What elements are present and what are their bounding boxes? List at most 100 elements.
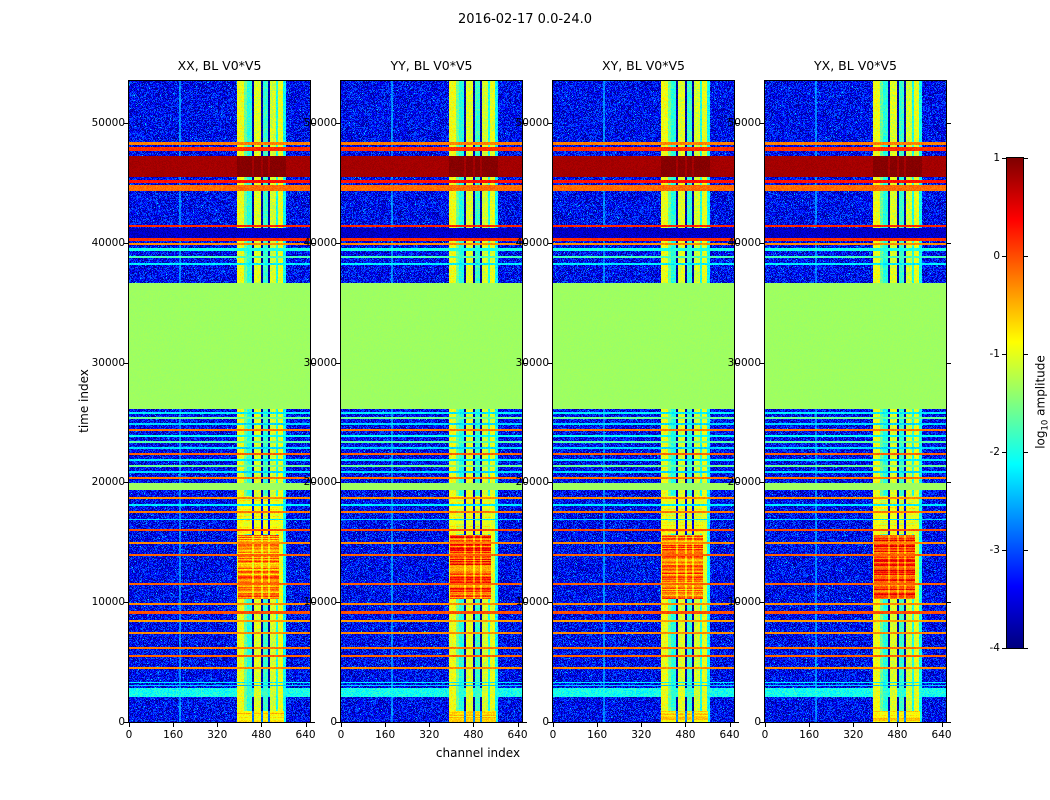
y-tick-mark	[523, 482, 527, 484]
y-tick-mark	[947, 482, 951, 484]
y-tick-mark	[124, 122, 128, 124]
heatmap-canvas-yy	[341, 81, 522, 722]
y-tick-mark	[124, 602, 128, 604]
colorbar-tick-mark	[1024, 158, 1028, 159]
y-tick-label: 50000	[515, 116, 549, 129]
colorbar-tick-mark	[1024, 452, 1028, 453]
x-tick-mark	[305, 723, 307, 727]
heatmap-panel-xx	[128, 80, 311, 723]
y-tick-mark	[336, 362, 340, 364]
y-tick-label: 30000	[303, 356, 337, 369]
y-tick-label: 0	[330, 716, 337, 728]
y-tick-mark	[311, 242, 315, 244]
y-tick-mark	[311, 722, 315, 723]
y-tick-mark	[311, 362, 315, 364]
y-tick-mark	[760, 602, 764, 604]
x-axis-label: channel index	[435, 746, 521, 760]
x-tick-label: 160	[587, 729, 608, 741]
x-tick-mark	[341, 723, 342, 727]
colorbar-label-subscript: 10	[1040, 419, 1050, 431]
colorbar-gradient	[1007, 158, 1023, 648]
colorbar-label-prefix: log	[1033, 430, 1048, 449]
panel-title-xy: XY, BL V0*V5	[602, 58, 685, 73]
x-tick-mark	[897, 723, 899, 727]
y-tick-mark	[523, 722, 527, 723]
y-tick-mark	[311, 482, 315, 484]
y-tick-mark	[523, 602, 527, 604]
colorbar-tick-mark	[1002, 158, 1006, 159]
colorbar-tick-label: 0	[993, 250, 1000, 262]
y-tick-label: 40000	[91, 236, 125, 249]
x-tick-mark	[173, 723, 175, 727]
colorbar-tick-mark	[1002, 354, 1006, 355]
y-tick-mark	[336, 722, 340, 723]
x-tick-mark	[765, 723, 766, 727]
y-tick-mark	[336, 122, 340, 124]
y-tick-label: 20000	[91, 476, 125, 489]
y-tick-mark	[124, 482, 128, 484]
x-tick-label: 640	[719, 729, 740, 741]
x-tick-label: 0	[125, 729, 133, 741]
y-tick-label: 0	[754, 716, 761, 728]
x-tick-label: 640	[295, 729, 316, 741]
y-tick-mark	[947, 362, 951, 364]
x-tick-label: 320	[631, 729, 652, 741]
y-tick-mark	[760, 722, 764, 723]
colorbar-tick-label: -3	[989, 544, 1000, 556]
y-tick-label: 40000	[303, 236, 337, 249]
x-tick-mark	[517, 723, 519, 727]
y-tick-label: 50000	[91, 116, 125, 129]
y-tick-mark	[760, 242, 764, 244]
y-tick-label: 10000	[91, 596, 125, 609]
y-tick-label: 40000	[515, 236, 549, 249]
y-tick-mark	[735, 482, 739, 484]
y-tick-mark	[735, 362, 739, 364]
colorbar-tick-mark	[1002, 452, 1006, 453]
y-tick-mark	[735, 122, 739, 124]
x-tick-label: 0	[337, 729, 345, 741]
y-tick-mark	[124, 362, 128, 364]
x-tick-mark	[641, 723, 643, 727]
colorbar-tick-label: 1	[993, 152, 1000, 164]
x-tick-label: 480	[251, 729, 272, 741]
y-tick-mark	[947, 722, 951, 723]
x-tick-label: 160	[799, 729, 820, 741]
x-tick-label: 160	[375, 729, 396, 741]
y-tick-mark	[735, 602, 739, 604]
x-tick-mark	[217, 723, 219, 727]
y-tick-mark	[548, 122, 552, 124]
x-tick-mark	[685, 723, 687, 727]
colorbar-tick-label: -1	[989, 348, 1000, 360]
colorbar-tick-mark	[1024, 354, 1028, 355]
x-tick-mark	[853, 723, 855, 727]
y-tick-mark	[124, 722, 128, 723]
y-tick-label: 20000	[727, 476, 761, 489]
panel-title-yx: YX, BL V0*V5	[814, 58, 897, 73]
y-tick-label: 20000	[303, 476, 337, 489]
y-tick-label: 20000	[515, 476, 549, 489]
colorbar	[1006, 157, 1024, 649]
y-tick-mark	[336, 482, 340, 484]
y-axis-label: time index	[77, 369, 91, 433]
y-tick-label: 10000	[727, 596, 761, 609]
colorbar-label: log10 amplitude	[1033, 355, 1050, 449]
x-tick-mark	[473, 723, 475, 727]
x-tick-mark	[129, 723, 130, 727]
x-tick-label: 480	[463, 729, 484, 741]
figure-title: 2016-02-17 0.0-24.0	[458, 12, 592, 27]
heatmap-panel-yx	[764, 80, 947, 723]
y-tick-mark	[760, 362, 764, 364]
y-tick-label: 50000	[303, 116, 337, 129]
y-tick-label: 30000	[91, 356, 125, 369]
x-tick-mark	[941, 723, 943, 727]
y-tick-mark	[760, 482, 764, 484]
y-tick-label: 0	[542, 716, 549, 728]
y-tick-label: 50000	[727, 116, 761, 129]
x-tick-label: 320	[843, 729, 864, 741]
colorbar-label-suffix: amplitude	[1033, 355, 1048, 420]
x-tick-mark	[553, 723, 554, 727]
y-tick-mark	[311, 122, 315, 124]
x-tick-label: 640	[931, 729, 952, 741]
heatmap-canvas-xy	[553, 81, 734, 722]
